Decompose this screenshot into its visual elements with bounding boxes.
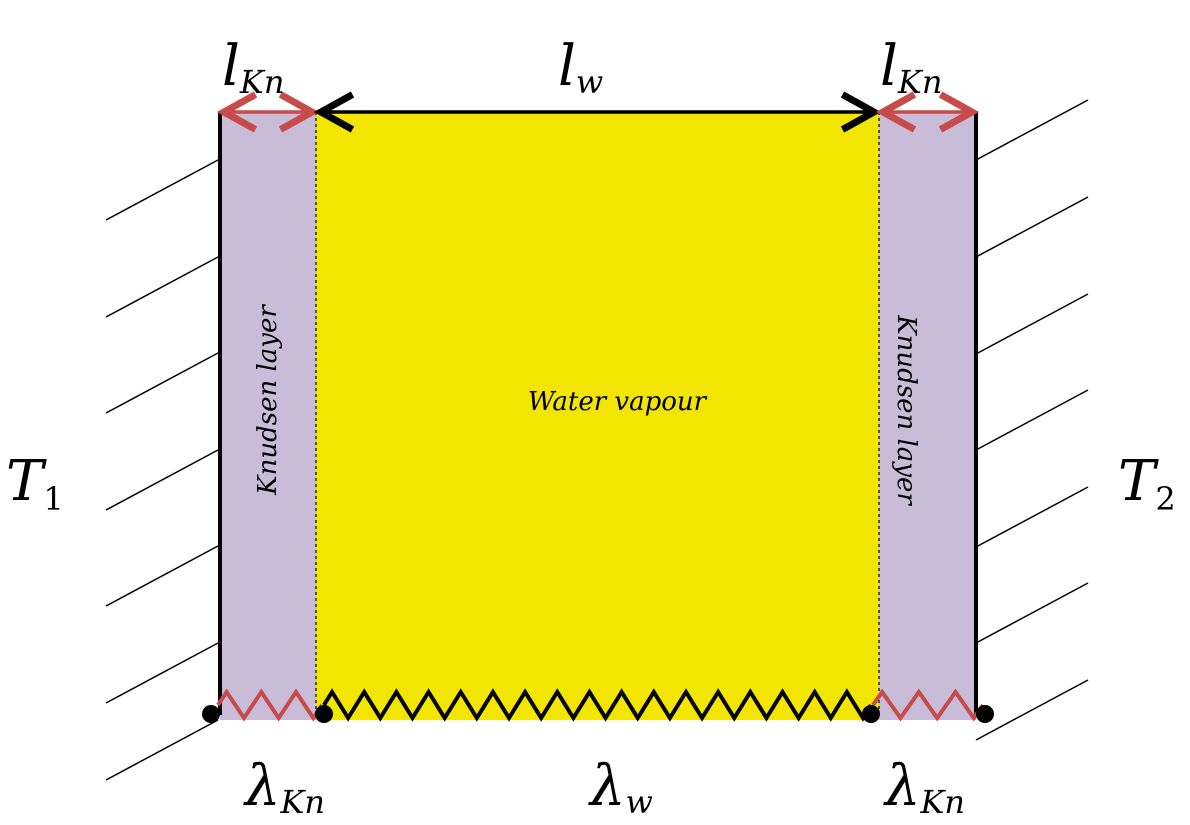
hatch-line — [105, 159, 219, 221]
hatch-line — [105, 545, 219, 607]
label-water-vapour: Water vapour — [528, 387, 708, 417]
node-2 — [315, 705, 333, 723]
hatch-line — [975, 389, 1089, 451]
resistor-lambda-kn-left — [216, 688, 324, 722]
hatch-line — [105, 449, 219, 511]
hatch-line — [975, 293, 1089, 355]
hatch-line — [105, 352, 219, 414]
label-t1: T1 — [6, 449, 64, 518]
hatch-line — [975, 99, 1089, 161]
hatch-line — [975, 196, 1089, 258]
hatch-line — [975, 582, 1089, 644]
hatch-line — [975, 486, 1089, 548]
label-l-w: lw — [558, 34, 603, 101]
label-l-kn-right: lKn — [880, 34, 942, 101]
hatch-line — [105, 256, 219, 318]
knudsen-layer-left — [220, 112, 316, 720]
knudsen-layer-right — [879, 112, 976, 720]
label-lambda-kn-left: λKn — [243, 754, 325, 821]
right-wall-hatching — [975, 99, 1089, 741]
left-wall-hatching — [105, 159, 219, 781]
hatch-line — [105, 642, 219, 704]
water-vapour-region — [316, 112, 879, 720]
label-knudsen-layer-left: Knudsen layer — [253, 304, 283, 496]
label-lambda-kn-right: λKn — [883, 754, 965, 821]
label-l-kn-left: lKn — [222, 34, 284, 101]
hatch-line — [105, 719, 219, 781]
label-knudsen-layer-right: Knudsen layer — [891, 314, 921, 506]
label-lambda-w: λw — [588, 754, 653, 821]
resistor-lambda-kn-right — [871, 688, 985, 722]
label-t2: T2 — [1118, 449, 1176, 518]
node-3 — [862, 705, 880, 723]
resistor-lambda-w — [322, 688, 873, 722]
node-4 — [976, 705, 994, 723]
node-1 — [202, 705, 220, 723]
hatch-line — [975, 679, 1089, 741]
